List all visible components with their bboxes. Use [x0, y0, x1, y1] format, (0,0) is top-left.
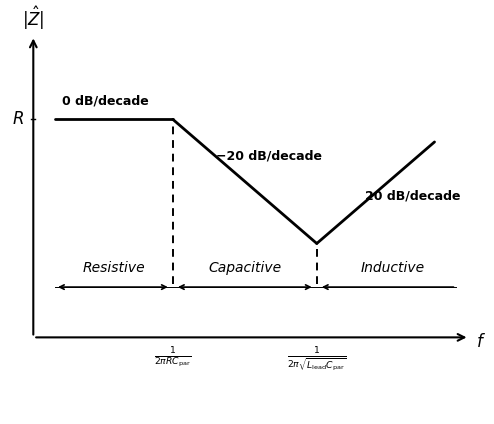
Text: 0 dB/decade: 0 dB/decade: [62, 95, 148, 108]
Text: Resistive: Resistive: [82, 261, 145, 275]
Text: $R$: $R$: [12, 110, 24, 128]
Text: Inductive: Inductive: [361, 261, 425, 275]
Text: $|\hat{Z}|$: $|\hat{Z}|$: [22, 5, 44, 32]
Text: $\frac{1}{2\pi RC_{\mathrm{par}}}$: $\frac{1}{2\pi RC_{\mathrm{par}}}$: [154, 346, 192, 370]
Text: $f$: $f$: [476, 333, 486, 351]
Text: 20 dB/decade: 20 dB/decade: [365, 190, 460, 203]
Text: Capacitive: Capacitive: [208, 261, 282, 275]
Text: $\frac{1}{2\pi\sqrt{L_{\mathrm{lead}}C_{\mathrm{par}}}}$: $\frac{1}{2\pi\sqrt{L_{\mathrm{lead}}C_{…: [287, 346, 346, 374]
Text: −20 dB/decade: −20 dB/decade: [216, 150, 323, 163]
